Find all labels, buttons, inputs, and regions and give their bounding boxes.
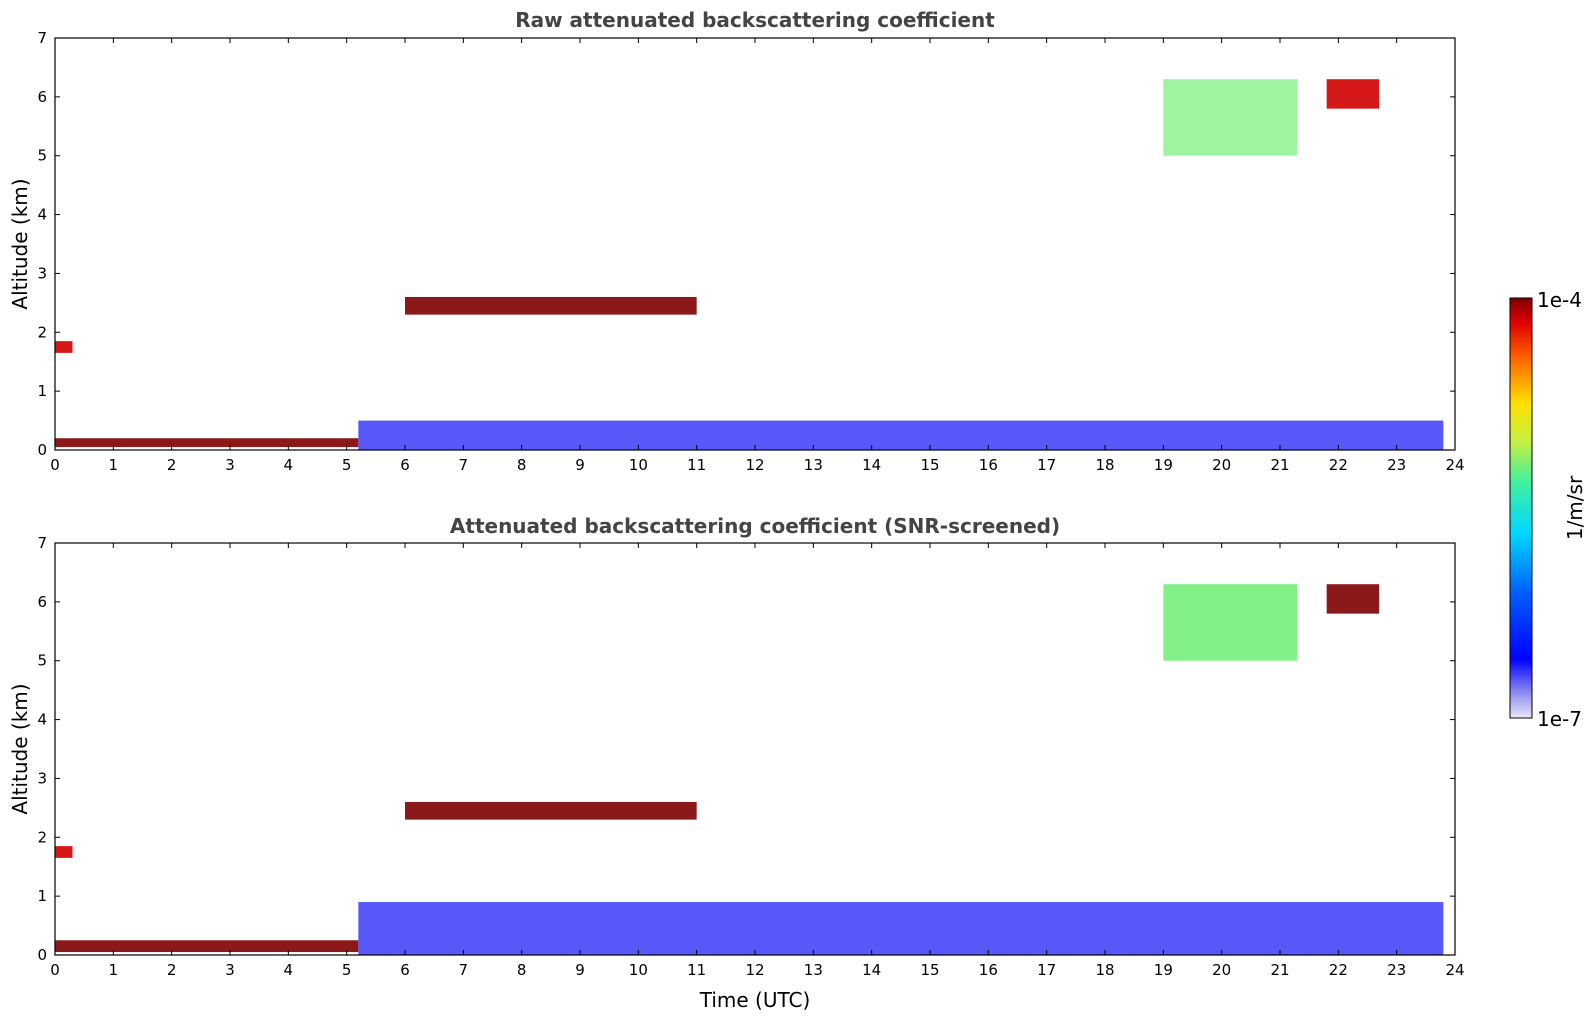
chart-title: Raw attenuated backscattering coefficien… bbox=[515, 8, 995, 32]
x-tick-label: 22 bbox=[1329, 961, 1348, 979]
feature-boundary_layer bbox=[358, 420, 1444, 450]
x-tick-label: 22 bbox=[1329, 456, 1348, 474]
feature-cirrus bbox=[1163, 584, 1298, 661]
y-tick-label: 0 bbox=[37, 946, 47, 964]
x-tick-label: 18 bbox=[1095, 456, 1114, 474]
colorbar-min-label: 1e-7 bbox=[1537, 707, 1582, 731]
x-tick-label: 21 bbox=[1270, 961, 1289, 979]
feature-low_cloud bbox=[55, 341, 73, 353]
x-tick-label: 21 bbox=[1270, 456, 1289, 474]
x-tick-label: 14 bbox=[862, 961, 881, 979]
y-tick-label: 7 bbox=[37, 534, 47, 552]
x-tick-label: 13 bbox=[804, 961, 823, 979]
x-tick-label: 2 bbox=[167, 961, 177, 979]
x-tick-label: 9 bbox=[575, 961, 585, 979]
x-tick-label: 5 bbox=[342, 961, 352, 979]
x-tick-label: 3 bbox=[225, 961, 235, 979]
feature-boundary_layer bbox=[358, 902, 1444, 955]
x-tick-label: 13 bbox=[804, 456, 823, 474]
x-tick-label: 1 bbox=[109, 456, 119, 474]
x-tick-label: 14 bbox=[862, 456, 881, 474]
y-tick-label: 3 bbox=[37, 769, 47, 787]
x-tick-label: 0 bbox=[50, 961, 60, 979]
x-tick-label: 4 bbox=[284, 961, 294, 979]
screened-backscatter-panel: Attenuated backscattering coefficient (S… bbox=[8, 514, 1465, 1012]
x-tick-label: 24 bbox=[1445, 456, 1464, 474]
x-tick-label: 11 bbox=[687, 961, 706, 979]
x-tick-label: 7 bbox=[459, 961, 469, 979]
x-tick-label: 2 bbox=[167, 456, 177, 474]
x-tick-label: 10 bbox=[629, 961, 648, 979]
feature-cirrus bbox=[1163, 79, 1298, 156]
x-tick-label: 12 bbox=[745, 456, 764, 474]
x-tick-label: 0 bbox=[50, 456, 60, 474]
x-tick-label: 3 bbox=[225, 456, 235, 474]
x-tick-label: 17 bbox=[1037, 456, 1056, 474]
colorbar-unit-label: 1/m/sr bbox=[1563, 475, 1587, 540]
x-axis: 0 1 2 3 4 5 6 7 8 9 10 11 12 13 14 15 16 17 18 19 20 21 22 23 24 bbox=[50, 38, 1465, 474]
heatmap-area bbox=[55, 584, 1444, 955]
x-tick-label: 6 bbox=[400, 456, 410, 474]
colorbar-max-label: 1e-4 bbox=[1537, 288, 1582, 312]
feature-surface_layer bbox=[55, 940, 359, 953]
x-tick-label: 20 bbox=[1212, 456, 1231, 474]
y-axis: 0 1 2 3 4 5 6 7 bbox=[37, 29, 1455, 459]
heatmap-area bbox=[55, 79, 1444, 450]
x-tick-label: 10 bbox=[629, 456, 648, 474]
x-tick-label: 23 bbox=[1387, 961, 1406, 979]
x-tick-label: 19 bbox=[1154, 456, 1173, 474]
y-tick-label: 6 bbox=[37, 593, 47, 611]
feature-high_cloud bbox=[1326, 79, 1380, 109]
x-tick-label: 19 bbox=[1154, 961, 1173, 979]
x-tick-label: 9 bbox=[575, 456, 585, 474]
feature-layer_cloud bbox=[405, 801, 697, 820]
x-tick-label: 12 bbox=[745, 961, 764, 979]
x-tick-label: 23 bbox=[1387, 456, 1406, 474]
y-tick-label: 2 bbox=[37, 323, 47, 341]
colorbar-gradient bbox=[1509, 297, 1533, 719]
x-tick-label: 7 bbox=[459, 456, 469, 474]
x-tick-label: 8 bbox=[517, 961, 527, 979]
x-tick-label: 8 bbox=[517, 456, 527, 474]
y-axis: 0 1 2 3 4 5 6 7 bbox=[37, 534, 1455, 964]
colorbar: 1e-4 1e-7 1/m/sr bbox=[1509, 288, 1587, 731]
y-axis-label: Altitude (km) bbox=[8, 178, 32, 309]
y-tick-label: 3 bbox=[37, 264, 47, 282]
x-tick-label: 4 bbox=[284, 456, 294, 474]
x-tick-label: 6 bbox=[400, 961, 410, 979]
x-tick-label: 18 bbox=[1095, 961, 1114, 979]
x-tick-label: 15 bbox=[920, 961, 939, 979]
x-tick-label: 24 bbox=[1445, 961, 1464, 979]
x-tick-label: 20 bbox=[1212, 961, 1231, 979]
y-tick-label: 6 bbox=[37, 88, 47, 106]
x-axis-label: Time (UTC) bbox=[699, 988, 811, 1012]
x-tick-label: 11 bbox=[687, 456, 706, 474]
x-tick-label: 1 bbox=[109, 961, 119, 979]
x-tick-label: 16 bbox=[979, 961, 998, 979]
x-axis: 0 1 2 3 4 5 6 7 8 9 10 11 12 13 14 15 16 17 18 19 20 21 22 23 24 bbox=[50, 543, 1465, 979]
feature-surface_layer bbox=[55, 438, 359, 448]
x-tick-label: 15 bbox=[920, 456, 939, 474]
y-tick-label: 2 bbox=[37, 828, 47, 846]
y-tick-label: 1 bbox=[37, 887, 47, 905]
raw-backscatter-panel: Raw attenuated backscattering coefficien… bbox=[8, 8, 1465, 474]
y-tick-label: 7 bbox=[37, 29, 47, 47]
x-tick-label: 16 bbox=[979, 456, 998, 474]
chart-title: Attenuated backscattering coefficient (S… bbox=[450, 514, 1060, 538]
x-tick-label: 5 bbox=[342, 456, 352, 474]
x-tick-label: 17 bbox=[1037, 961, 1056, 979]
feature-low_cloud bbox=[55, 846, 73, 858]
feature-layer_cloud bbox=[405, 296, 697, 315]
y-axis-label: Altitude (km) bbox=[8, 683, 32, 814]
y-tick-label: 5 bbox=[37, 652, 47, 670]
y-tick-label: 1 bbox=[37, 382, 47, 400]
y-tick-label: 5 bbox=[37, 147, 47, 165]
y-tick-label: 0 bbox=[37, 441, 47, 459]
y-tick-label: 4 bbox=[37, 206, 47, 224]
feature-high_cloud bbox=[1326, 584, 1380, 614]
y-tick-label: 4 bbox=[37, 711, 47, 729]
